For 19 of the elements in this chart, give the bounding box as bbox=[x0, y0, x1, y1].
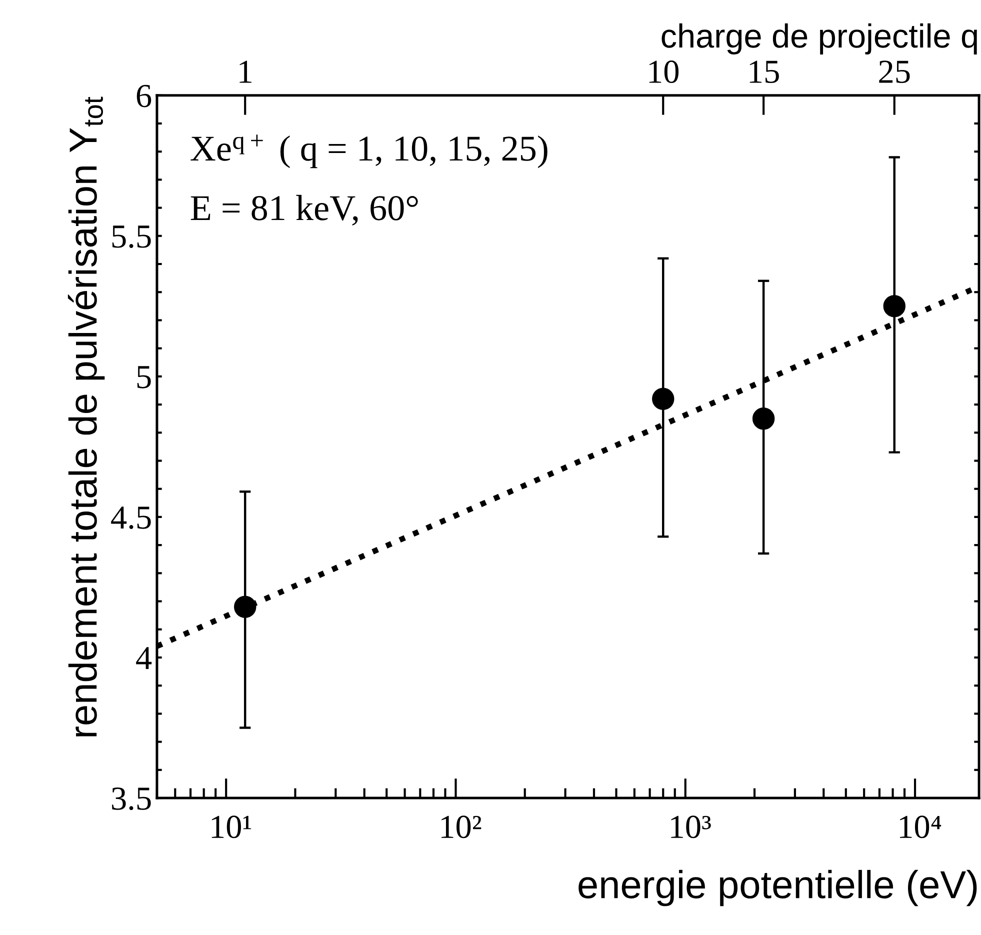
annotation: Xe$^{q+}$ ( q = 1, 10, 15, 25) bbox=[190, 134, 548, 168]
x-axis-title: energie potentielle (eV) bbox=[578, 870, 977, 906]
text: 15 bbox=[750, 60, 779, 84]
text: 10 bbox=[649, 60, 679, 84]
y-tick-label: 3.5 bbox=[112, 788, 151, 810]
x-tick-label: 10⁴ bbox=[900, 816, 942, 838]
x-tick-label: 10² bbox=[442, 816, 482, 838]
x-tick-label: 10¹ bbox=[212, 816, 252, 838]
text: 25 bbox=[879, 60, 910, 84]
x2-axis-title: charge de projectile q bbox=[662, 23, 977, 54]
y-tick-label: 4 bbox=[136, 647, 152, 670]
y-tick-label: 5 bbox=[137, 366, 151, 388]
annotation: E = 81 keV, 60° bbox=[190, 194, 418, 226]
y-axis-title: rendement totale de pulvérisation Y$_{tot}$ bbox=[68, 96, 105, 736]
y-tick-label: 6 bbox=[136, 84, 152, 108]
y-tick-label: 4.5 bbox=[111, 506, 151, 529]
y-tick-label: 5.5 bbox=[112, 226, 151, 248]
x-tick-label: 10³ bbox=[671, 816, 711, 838]
text: 1 bbox=[240, 60, 252, 83]
